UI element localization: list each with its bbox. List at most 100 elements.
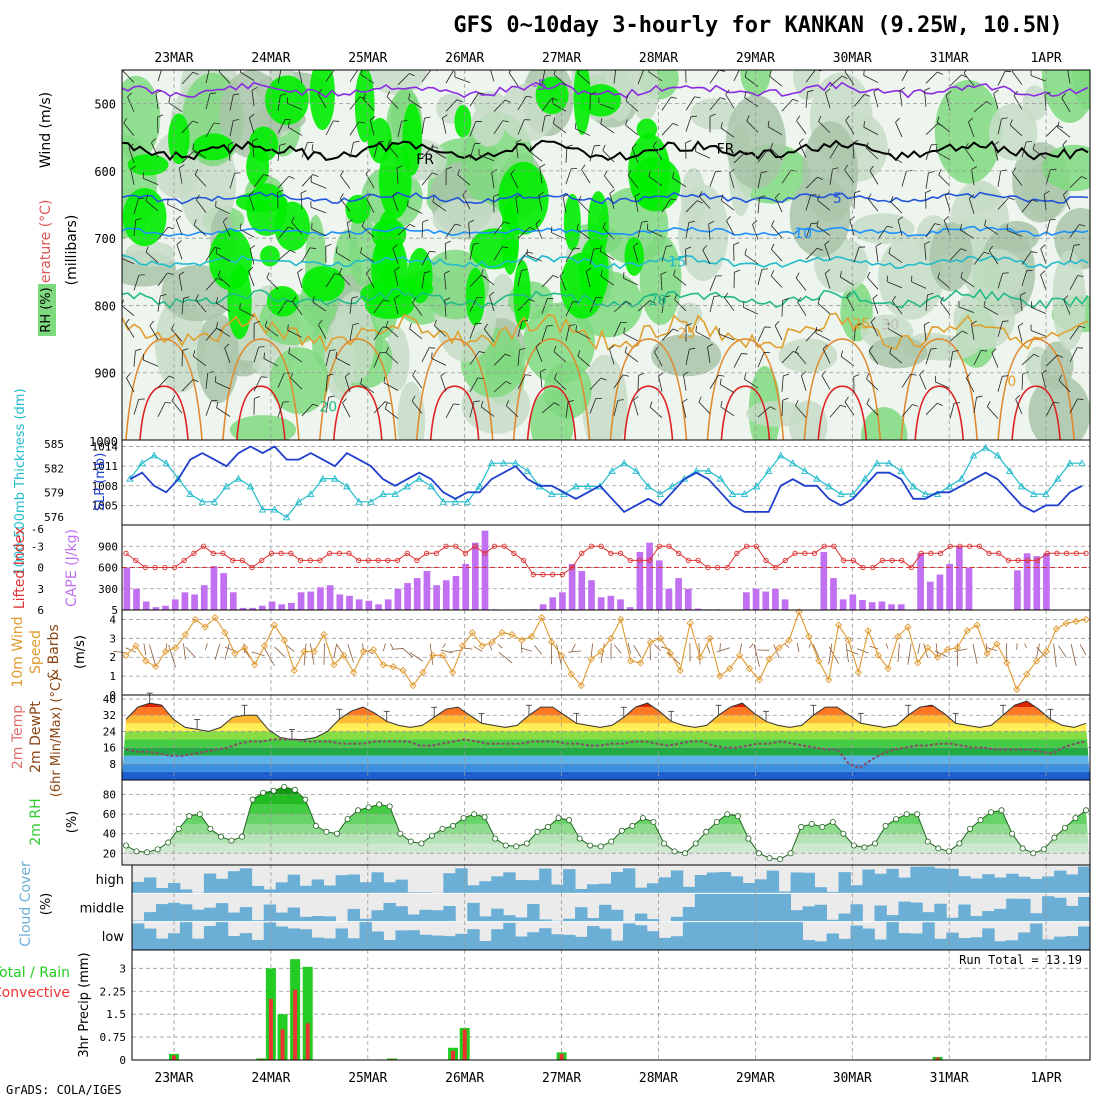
wind-barb [868, 350, 879, 365]
wind-speed-point [567, 670, 575, 678]
wind-barb [325, 70, 335, 82]
wind-barb [539, 167, 543, 184]
cloud-cover-cell [132, 881, 145, 894]
rh-high-blob [127, 154, 169, 176]
wind-barb-flag [718, 374, 725, 377]
wind-barb-flag [683, 371, 689, 376]
wind-barb-flag [192, 120, 199, 124]
cloud-cover-cell [790, 872, 803, 894]
lifted-index-point [559, 571, 566, 578]
surface-wind-barb [907, 643, 912, 665]
wind-barb-flag [429, 347, 436, 349]
wind-barb [216, 407, 231, 417]
wind-barb [366, 198, 375, 213]
wind-barb-flag [795, 272, 800, 279]
wind-barb [589, 248, 595, 265]
wind-barb-flag [285, 118, 292, 121]
wind-barb-flag [673, 269, 676, 276]
axis-label-barbs: & Barbs [46, 624, 62, 680]
wind-barb-flag [342, 398, 347, 404]
wind-barb [349, 298, 353, 315]
cloud-cover-cell [826, 891, 839, 894]
wind-barb-flag [782, 298, 789, 301]
wind-barb [157, 375, 170, 388]
wind-barb [263, 358, 279, 367]
wind-barb-flag [216, 401, 219, 408]
wind-barb [538, 195, 543, 212]
lifted-index-point [152, 564, 158, 571]
axis-label-speed: Speed [28, 630, 44, 674]
wind-speed-point [557, 651, 566, 659]
wind-barb-flag [577, 70, 580, 74]
rh-point [460, 815, 467, 822]
cloud-cover-cell [934, 868, 947, 894]
thickness-line [129, 446, 1082, 519]
wind-barb [157, 402, 166, 418]
wind-barb [253, 346, 259, 363]
wind-barb-flag [1077, 398, 1084, 400]
isotherm-30-loop [125, 338, 203, 440]
wind-barb-flag [1053, 402, 1060, 404]
wind-barb-flag [633, 396, 639, 401]
cloud-cover-cell [287, 928, 301, 950]
wind-barb-flag [634, 192, 641, 197]
wind-barb [325, 120, 334, 136]
surface-wind-barb [286, 645, 295, 652]
wind-barb [709, 70, 720, 84]
wind-barb [1062, 194, 1071, 210]
date-axis-top: 23MAR 24MAR 25MAR 26MAR 27MAR 28MAR 29MAR 30MAR… [154, 51, 1061, 66]
wind-speed-point [547, 638, 556, 646]
surface-wind-barb [590, 643, 594, 658]
wind-barb [577, 355, 591, 367]
cloud-cover-cell [599, 883, 612, 894]
wind-barb-flag [539, 164, 546, 168]
wind-barb [373, 299, 384, 314]
axis-label-wind: Wind (m/s) [38, 92, 54, 168]
wind-barb [1020, 295, 1023, 312]
slp-tick-label: 1005 [92, 499, 119, 512]
rh-point [165, 839, 172, 846]
cloud-cover-cell [575, 907, 588, 922]
wind-barb [729, 172, 735, 189]
wind-barb-flag [209, 92, 217, 95]
wind-barb-flag [783, 373, 790, 377]
wind-speed-point [429, 651, 437, 659]
rh-tick-label: 60 [103, 808, 116, 821]
rh-high-blob [624, 236, 644, 276]
wind-barb-flag [473, 242, 480, 245]
thickness-point [391, 490, 399, 498]
wind-barb [484, 328, 495, 343]
rh-point [819, 823, 826, 830]
wind-barb [229, 120, 234, 137]
wind-barb-flag [444, 297, 451, 301]
wind-barb [795, 405, 807, 418]
wind-barb-flag [192, 350, 196, 357]
wind-speed-point [300, 647, 308, 656]
lifted-index-point [792, 550, 798, 556]
cloud-cover-cell [215, 903, 229, 922]
wind-barb [559, 275, 567, 291]
wind-tick-label: 3 [109, 632, 116, 645]
wind-speed-point [676, 666, 684, 675]
wind-barb [865, 147, 879, 160]
wind-barb [598, 103, 615, 110]
lifted-index-point [666, 543, 672, 549]
wind-barb-flag [993, 141, 1000, 146]
cloud-cover-cell [874, 873, 887, 894]
wind-barb-flag [775, 192, 780, 198]
wind-barb [421, 272, 425, 289]
rh-contour-blob [366, 70, 428, 95]
wind-barb-flag [770, 270, 775, 276]
wind-speed-point [142, 657, 150, 665]
wind-barb-flag [603, 170, 608, 176]
wind-barb [194, 174, 207, 187]
thickness-point [463, 497, 472, 505]
wind-speed-point [1082, 615, 1090, 624]
wind-barb [925, 123, 938, 135]
wind-barb-flag [940, 296, 945, 303]
wind-barb [720, 406, 735, 417]
rh-point [956, 840, 963, 847]
wind-speed-point [775, 644, 783, 652]
cape-bar [781, 599, 789, 610]
cloud-cover-cell [539, 919, 552, 922]
